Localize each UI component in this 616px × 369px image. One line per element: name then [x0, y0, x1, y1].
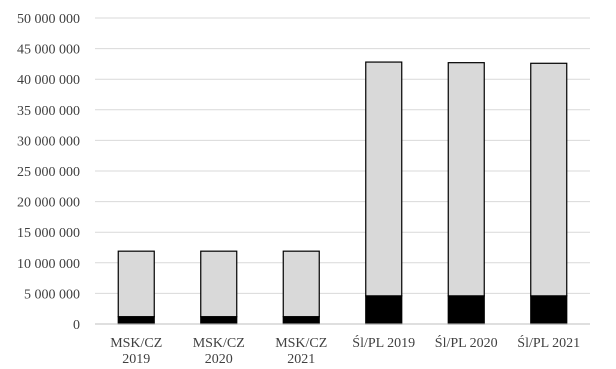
y-tick-label: 40 000 000 — [17, 73, 80, 88]
bar-segment-lower — [200, 316, 238, 325]
gridlines — [95, 17, 590, 294]
y-tick-label: 45 000 000 — [17, 43, 80, 58]
y-tick-label: 15 000 000 — [17, 226, 80, 241]
bar-segment-lower — [365, 295, 403, 325]
y-tick-label: 35 000 000 — [17, 104, 80, 119]
x-category-label: MSK/CZ 2019 — [110, 336, 162, 367]
bar-segment-upper — [282, 250, 320, 318]
x-category-label: Śl/PL 2019 — [352, 334, 415, 351]
bar-segment-upper — [200, 250, 238, 318]
y-tick-label: 20 000 000 — [17, 196, 80, 211]
bar-segment-lower — [447, 295, 485, 325]
bar-segment-upper — [530, 62, 568, 297]
bar-segment-upper — [365, 61, 403, 297]
y-tick-label: 10 000 000 — [17, 257, 80, 272]
bar-segment-lower — [282, 316, 320, 325]
x-category-label: MSK/CZ 2020 — [193, 336, 245, 367]
y-axis-ticks: 0 5 000 000 10 000 000 15 000 000 20 000 000… — [17, 12, 80, 333]
bar-segment-lower — [117, 316, 155, 325]
y-tick-label: 0 — [73, 318, 80, 333]
y-tick-label: 30 000 000 — [17, 134, 80, 149]
x-axis-categories: MSK/CZ 2019 MSK/CZ 2020 MSK/CZ 2021 Śl/PL 2019… — [110, 334, 580, 367]
y-tick-label: 5 000 000 — [24, 287, 80, 302]
bar-segment-upper — [117, 250, 155, 318]
y-tick-label: 25 000 000 — [17, 165, 80, 180]
bar-segment-lower — [530, 295, 568, 325]
bars — [117, 61, 568, 325]
bar-segment-upper — [447, 62, 485, 297]
x-category-label: MSK/CZ 2021 — [275, 336, 327, 367]
y-tick-label: 50 000 000 — [17, 12, 80, 27]
x-category-label: Śl/PL 2021 — [517, 334, 580, 351]
x-category-label: Śl/PL 2020 — [435, 334, 498, 351]
